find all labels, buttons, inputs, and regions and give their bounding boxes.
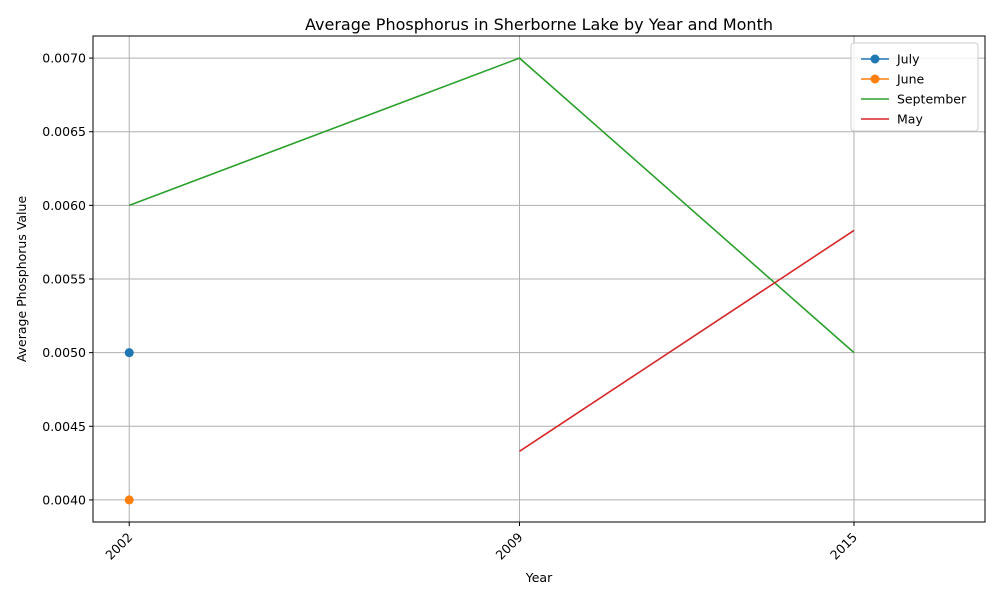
series-line-september xyxy=(128,57,855,354)
legend-label: September xyxy=(897,92,967,107)
data-point-june xyxy=(124,495,134,505)
y-tick-label: 0.0060 xyxy=(42,198,86,213)
x-axis-label: Year xyxy=(525,570,553,585)
legend: July June September May xyxy=(850,42,979,132)
legend-label: July xyxy=(896,52,920,67)
y-axis-label: Average Phosphorus Value xyxy=(14,196,29,363)
legend-box xyxy=(850,42,979,132)
y-tick-label: 0.0040 xyxy=(42,492,86,507)
y-tick-label: 0.0065 xyxy=(42,124,86,139)
y-axis: 0.0040 0.0045 0.0050 0.0055 0.0060 0.0065 0.00… xyxy=(42,51,93,507)
y-tick-label: 0.0055 xyxy=(42,272,86,287)
legend-label: May xyxy=(897,112,923,127)
series-line-may xyxy=(519,229,855,452)
chart-title: Average Phosphorus in Sherborne Lake by … xyxy=(305,15,773,34)
legend-label: June xyxy=(896,72,925,87)
legend-marker xyxy=(870,54,880,64)
data-point-july xyxy=(124,348,134,358)
y-tick-label: 0.0045 xyxy=(42,419,86,434)
y-tick-label: 0.0050 xyxy=(42,345,86,360)
series-layer xyxy=(124,57,855,505)
y-tick-label: 0.0070 xyxy=(42,51,86,66)
legend-marker xyxy=(870,74,880,84)
